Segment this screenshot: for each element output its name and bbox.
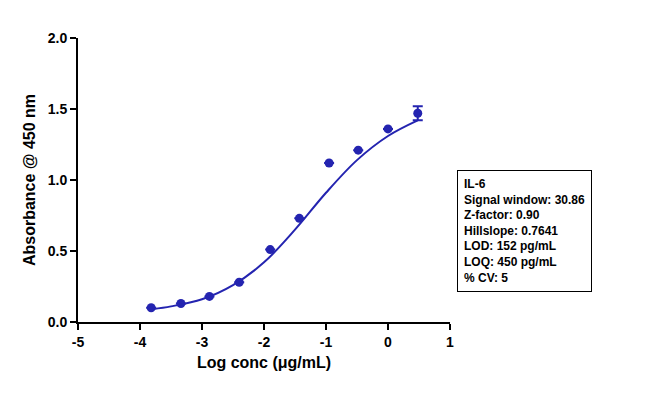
svg-text:0.0: 0.0 <box>48 314 68 330</box>
svg-text:1.0: 1.0 <box>48 172 68 188</box>
svg-text:-2: -2 <box>258 334 271 350</box>
svg-text:-3: -3 <box>196 334 209 350</box>
svg-text:1.5: 1.5 <box>48 101 68 117</box>
svg-text:2.0: 2.0 <box>48 30 68 46</box>
svg-text:Log conc (μg/mL): Log conc (μg/mL) <box>197 354 331 371</box>
svg-text:0.5: 0.5 <box>48 243 68 259</box>
svg-text:-4: -4 <box>134 334 147 350</box>
svg-text:0: 0 <box>384 334 392 350</box>
svg-text:-1: -1 <box>320 334 333 350</box>
svg-text:IL-6Signal window: 30.86Z-fact: IL-6Signal window: 30.86Z-factor: 0.90Hi… <box>464 177 585 285</box>
svg-text:1: 1 <box>446 334 454 350</box>
svg-text:Absorbance @ 450 nm: Absorbance @ 450 nm <box>21 94 38 266</box>
svg-text:-5: -5 <box>72 334 85 350</box>
